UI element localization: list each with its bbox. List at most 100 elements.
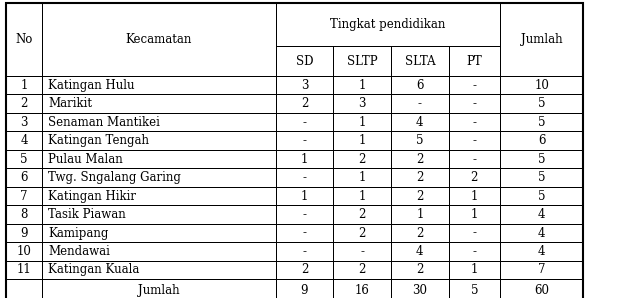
Text: Pulau Malan: Pulau Malan [48, 153, 123, 166]
Bar [500, 150, 583, 168]
Bar [391, 279, 449, 298]
Text: 1: 1 [358, 79, 366, 92]
Bar [500, 113, 583, 131]
Bar [391, 261, 449, 279]
Bar [391, 131, 449, 150]
Text: 1: 1 [470, 263, 478, 277]
Text: Kamipang: Kamipang [48, 226, 108, 240]
Bar [500, 224, 583, 242]
Bar [333, 131, 391, 150]
Bar [42, 224, 276, 242]
Text: 5: 5 [538, 116, 545, 129]
Bar [276, 168, 333, 187]
Text: 2: 2 [416, 171, 424, 184]
Bar [6, 205, 42, 224]
Text: 6: 6 [21, 171, 28, 184]
Text: 4: 4 [538, 208, 545, 221]
Text: 5: 5 [538, 153, 545, 166]
Text: -: - [472, 153, 476, 166]
Bar [6, 131, 42, 150]
Bar [6, 3, 583, 298]
Bar [391, 150, 449, 168]
Bar [42, 168, 276, 187]
Text: Kecamatan: Kecamatan [126, 33, 192, 46]
Bar [42, 94, 276, 113]
Text: 1: 1 [358, 134, 366, 147]
Text: Tingkat pendidikan: Tingkat pendidikan [330, 18, 445, 31]
Bar [276, 242, 333, 261]
Bar [276, 224, 333, 242]
Text: -: - [418, 97, 422, 110]
Text: SLTP: SLTP [347, 55, 378, 68]
Bar [42, 242, 276, 261]
Text: Katingan Tengah: Katingan Tengah [48, 134, 149, 147]
Text: 5: 5 [470, 284, 478, 297]
Text: 3: 3 [358, 97, 366, 110]
Bar [42, 131, 276, 150]
Text: 60: 60 [534, 284, 549, 297]
Bar [449, 113, 500, 131]
Text: 2: 2 [21, 97, 28, 110]
Bar [391, 168, 449, 187]
Bar [500, 76, 583, 94]
Bar [391, 94, 449, 113]
Bar [500, 205, 583, 224]
Text: 6: 6 [538, 134, 545, 147]
Text: -: - [303, 226, 306, 240]
Text: 1: 1 [358, 116, 366, 129]
Text: Jumlah: Jumlah [521, 33, 562, 46]
Text: -: - [360, 245, 364, 258]
Text: 9: 9 [21, 226, 28, 240]
Bar [500, 187, 583, 205]
Bar [449, 187, 500, 205]
Bar [276, 46, 333, 76]
Bar [42, 113, 276, 131]
Text: -: - [472, 245, 476, 258]
Bar [449, 279, 500, 298]
Bar [333, 261, 391, 279]
Bar [42, 187, 276, 205]
Text: 7: 7 [21, 190, 28, 203]
Text: 1: 1 [301, 190, 308, 203]
Text: Katingan Kuala: Katingan Kuala [48, 263, 140, 277]
Text: 2: 2 [301, 97, 308, 110]
Bar [391, 113, 449, 131]
Text: 2: 2 [358, 208, 366, 221]
Bar [500, 242, 583, 261]
Bar [276, 187, 333, 205]
Bar [449, 131, 500, 150]
Bar [391, 46, 449, 76]
Text: -: - [303, 208, 306, 221]
Bar [276, 261, 333, 279]
Text: No: No [15, 33, 33, 46]
Bar [333, 76, 391, 94]
Text: 9: 9 [301, 284, 308, 297]
Bar [333, 279, 391, 298]
Bar [391, 76, 449, 94]
Bar [276, 76, 333, 94]
Bar [6, 242, 42, 261]
Bar [449, 205, 500, 224]
Text: -: - [472, 134, 476, 147]
Text: Tasik Piawan: Tasik Piawan [48, 208, 126, 221]
Text: Senaman Mantikei: Senaman Mantikei [48, 116, 160, 129]
Bar [449, 76, 500, 94]
Text: 4: 4 [416, 245, 424, 258]
Bar [500, 3, 583, 76]
Text: 11: 11 [17, 263, 31, 277]
Bar [500, 279, 583, 298]
Bar [333, 150, 391, 168]
Text: 2: 2 [358, 153, 366, 166]
Text: -: - [303, 171, 306, 184]
Bar [42, 150, 276, 168]
Bar [42, 76, 276, 94]
Text: 2: 2 [416, 153, 424, 166]
Text: 10: 10 [534, 79, 549, 92]
Text: 3: 3 [21, 116, 28, 129]
Bar [333, 168, 391, 187]
Text: PT: PT [467, 55, 482, 68]
Text: 1: 1 [301, 153, 308, 166]
Text: 5: 5 [538, 190, 545, 203]
Text: 30: 30 [412, 284, 428, 297]
Text: Marikit: Marikit [48, 97, 92, 110]
